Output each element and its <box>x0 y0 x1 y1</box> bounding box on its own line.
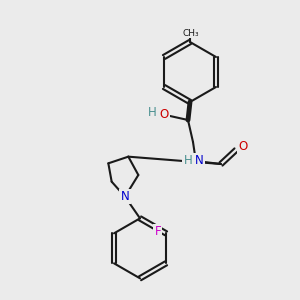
Text: H: H <box>184 154 192 167</box>
Text: N: N <box>121 190 129 203</box>
Text: H: H <box>148 106 156 118</box>
Text: O: O <box>238 140 247 152</box>
Text: CH₃: CH₃ <box>183 28 199 38</box>
Text: O: O <box>159 107 169 121</box>
Text: F: F <box>155 225 161 238</box>
Text: N: N <box>195 154 203 167</box>
